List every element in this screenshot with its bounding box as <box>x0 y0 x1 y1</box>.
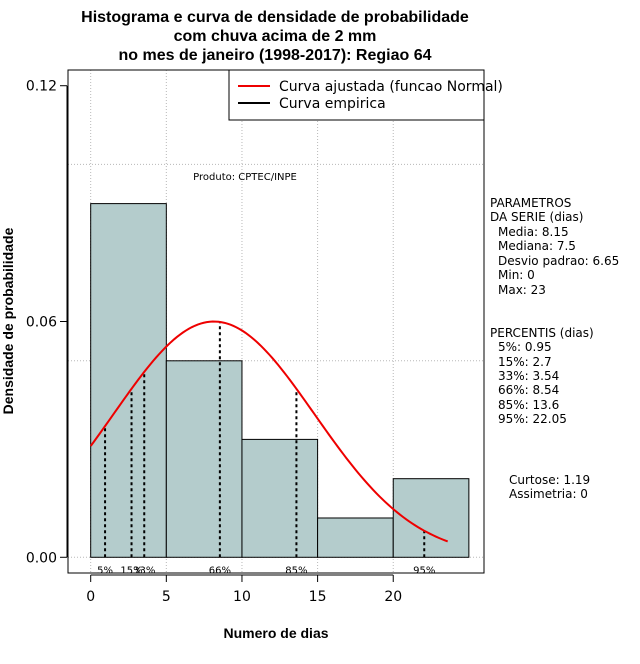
percentile-markers <box>104 321 426 558</box>
parameter-min: Min: 0 <box>498 268 535 282</box>
title-line-2: com chuva acima de 2 mm <box>174 28 377 45</box>
percentile-marker-label: 95% <box>413 565 435 576</box>
legend-label-empirical: Curva empirica <box>279 96 386 112</box>
normal-curve-line <box>89 320 449 543</box>
percentile-marker-label: 5% <box>97 565 113 576</box>
legend: Curva ajustada (funcao Normal) Curva emp… <box>228 69 503 121</box>
percentile-95: 95%: 22.05 <box>498 412 567 426</box>
percentile-85: 85%: 13.6 <box>498 398 559 412</box>
legend-label-fitted: Curva ajustada (funcao Normal) <box>279 79 503 95</box>
parameter-stddev: Desvio padrao: 6.65 <box>498 254 619 268</box>
parameter-median: Mediana: 7.5 <box>498 239 576 253</box>
parameters-heading-2: DA SERIE (dias) <box>490 210 583 224</box>
percentile-5: 5%: 0.95 <box>498 340 552 354</box>
shape-stats-panel: Curtose: 1.19 Assimetria: 0 <box>509 473 590 501</box>
histogram-bar <box>241 438 319 558</box>
title-line-3: no mes de janeiro (1998-2017): Regiao 64 <box>118 47 431 64</box>
x-axis: 0 5 10 15 20 <box>86 574 402 605</box>
percentiles-panel: PERCENTIS (dias) 5%: 0.95 15%: 2.7 33%: … <box>490 326 594 426</box>
title-line-1: Histograma e curva de densidade de proba… <box>81 9 469 26</box>
parameters-heading-1: PARAMETROS <box>490 196 571 210</box>
stat-kurtosis: Curtose: 1.19 <box>509 473 590 487</box>
x-tick-label: 10 <box>233 589 251 605</box>
y-tick-label: 0.12 <box>26 79 57 95</box>
histogram-bar <box>317 517 394 558</box>
parameter-max: Max: 23 <box>498 283 546 297</box>
chart-title: Histograma e curva de densidade de proba… <box>81 9 469 64</box>
legend-box <box>228 69 485 121</box>
percentile-labels: 5% 15%33% 66% 85% 95% <box>97 565 435 576</box>
y-tick-label: 0.06 <box>26 315 57 331</box>
histogram-bar <box>165 360 243 558</box>
percentile-marker-label: 85% <box>285 565 307 576</box>
parameters-panel: PARAMETROS DA SERIE (dias) Media: 8.15 M… <box>490 196 619 297</box>
x-tick-label: 0 <box>86 589 95 605</box>
x-tick-label: 15 <box>309 589 327 605</box>
percentile-marker-label: 15% <box>120 565 142 576</box>
normal-curve <box>89 320 449 543</box>
plot-frame <box>67 69 485 574</box>
histogram-bar <box>90 203 167 558</box>
x-tick-label: 5 <box>162 589 171 605</box>
x-axis-label: Numero de dias <box>223 625 328 641</box>
product-label: Produto: CPTEC/INPE <box>193 172 297 183</box>
stat-skewness: Assimetria: 0 <box>509 487 588 501</box>
percentile-66: 66%: 8.54 <box>498 383 559 397</box>
parameter-mean: Media: 8.15 <box>498 225 569 239</box>
y-axis: 0.00 0.06 0.12 <box>26 79 68 566</box>
percentile-marker-label: 66% <box>209 565 231 576</box>
x-tick-label: 20 <box>384 589 402 605</box>
histogram-bars <box>90 203 470 558</box>
y-tick-label: 0.00 <box>26 550 57 566</box>
y-axis-label: Densidade de probabilidade <box>0 227 16 414</box>
percentile-33: 33%: 3.54 <box>498 369 559 383</box>
percentiles-heading: PERCENTIS (dias) <box>490 326 594 340</box>
percentile-15: 15%: 2.7 <box>498 355 552 369</box>
percentile-marker-label: 33% <box>133 565 155 576</box>
